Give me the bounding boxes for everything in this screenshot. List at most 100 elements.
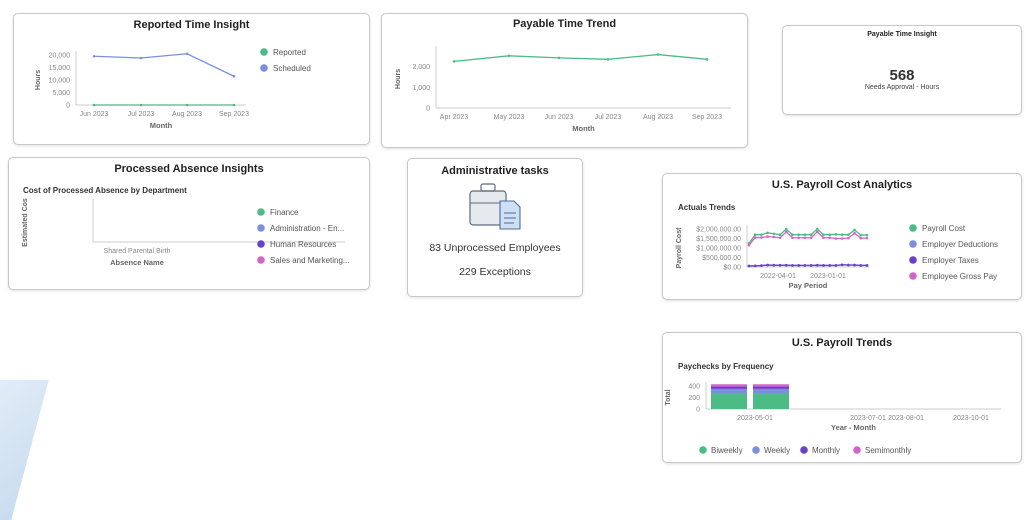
data-point <box>185 52 189 56</box>
legend-label: Biweekly <box>711 446 743 455</box>
data-point <box>753 264 757 268</box>
legend-label: Employer Deductions <box>922 240 998 249</box>
absence-card[interactable]: Processed Absence Insights Cost of Proce… <box>8 157 370 290</box>
y-tick-label: 20,000 <box>49 53 71 60</box>
y-tick-label: 400 <box>688 384 700 391</box>
data-point <box>853 231 856 235</box>
legend-label: Semimonthly <box>865 446 911 455</box>
data-point <box>452 60 456 63</box>
y-tick-label: $1,500,000.00 <box>696 236 741 243</box>
x-tick-label: Aug 2023 <box>172 111 202 118</box>
series-line <box>453 53 708 63</box>
data-point <box>865 233 869 237</box>
legend-label: Human Resources <box>270 240 336 249</box>
data-point <box>828 264 832 267</box>
data-point <box>705 58 709 61</box>
background-decoration <box>0 380 49 520</box>
data-point <box>834 264 838 267</box>
x-tick-label: 2023-07-01 <box>850 415 886 422</box>
bar-segment <box>711 393 747 409</box>
y-tick-label: 0 <box>426 106 430 113</box>
legend-label: Payroll Cost <box>922 224 966 233</box>
legend-marker <box>909 256 917 264</box>
legend-marker <box>257 208 265 216</box>
data-point <box>232 74 236 78</box>
x-tick-label: Jun 2023 <box>545 114 574 121</box>
data-point <box>507 54 511 58</box>
kpi-caption: Needs Approval - Hours <box>864 84 940 91</box>
legend-marker <box>257 240 265 248</box>
card-title: Reported Time Insight <box>133 19 250 31</box>
x-tick-label: 2023-08-01 <box>888 415 924 422</box>
exceptions-link[interactable]: 229 Exceptions <box>459 266 531 278</box>
data-point <box>822 264 825 267</box>
data-point <box>816 227 819 231</box>
data-point <box>92 54 96 58</box>
data-point <box>840 233 844 236</box>
legend-label: Scheduled <box>273 64 311 73</box>
payroll-trends-card[interactable]: U.S. Payroll Trends Paychecks by Frequen… <box>662 332 1022 463</box>
payable-kpi-card[interactable]: Payable Time Insight 568 Needs Approval … <box>782 25 1022 115</box>
data-point <box>747 264 751 268</box>
y-axis-label: Estimated Cos <box>22 198 29 247</box>
x-tick-label: Aug 2023 <box>643 114 673 121</box>
data-point <box>840 263 844 267</box>
payroll-cost-chart: $0.00 $500,000.00 $1,000,000.00 $1,500,000.… <box>676 224 998 290</box>
x-tick-label: Apr 2023 <box>440 114 469 121</box>
data-point <box>816 263 819 267</box>
data-point <box>797 236 800 240</box>
data-point <box>803 233 807 236</box>
payable-trend-chart: 0 1,000 2,000 Hours Month Apr 2023 May 2023 Jun… <box>395 46 731 133</box>
y-tick-label: 2,000 <box>412 64 430 71</box>
legend-marker <box>909 272 917 280</box>
data-point <box>557 56 561 60</box>
chart-subtitle: Paychecks by Frequency <box>678 362 774 371</box>
card-title: Payable Time Trend <box>512 18 617 30</box>
data-point <box>760 233 763 236</box>
data-point <box>828 233 832 236</box>
admin-tasks-card[interactable]: Administrative tasks 83 Unprocessed Empl… <box>407 158 583 297</box>
y-tick-label: 0 <box>66 103 70 110</box>
data-point <box>784 263 788 267</box>
data-point <box>834 233 838 236</box>
data-point <box>784 230 788 234</box>
data-point <box>822 236 825 240</box>
data-point <box>766 231 769 235</box>
legend-marker <box>699 446 707 454</box>
unprocessed-employees-link[interactable]: 83 Unprocessed Employees <box>429 242 561 254</box>
data-point <box>778 263 782 267</box>
reported-time-card[interactable]: Reported Time Insight 0 5,000 10,000 15,000… <box>13 13 370 145</box>
data-point <box>766 263 769 267</box>
y-tick-label: $2,000,000.00 <box>696 227 741 234</box>
payroll-cost-card[interactable]: U.S. Payroll Cost Analytics Actuals Tren… <box>662 173 1022 300</box>
data-point <box>859 236 863 240</box>
chart-subtitle: Cost of Processed Absence by Department <box>23 186 187 195</box>
data-point <box>232 103 236 107</box>
data-point <box>828 236 832 240</box>
bar-segment <box>753 388 789 394</box>
x-tick-label: Sep 2023 <box>692 114 722 121</box>
card-title: Processed Absence Insights <box>114 163 264 175</box>
paychecks-chart: 0 200 400 Total Year - Month 2023-05-01 2023-0… <box>665 382 1001 455</box>
data-point <box>784 227 788 231</box>
legend-marker <box>257 224 265 232</box>
bar-segment <box>753 384 789 387</box>
data-point <box>797 264 800 267</box>
data-point <box>606 58 610 61</box>
x-tick-label: 2023-01-01 <box>810 273 846 280</box>
reported-time-chart: 0 5,000 10,000 15,000 20,000 Hours Month Jun 20… <box>35 48 311 130</box>
x-axis-label: Pay Period <box>789 281 828 290</box>
data-point <box>847 236 850 240</box>
payable-trend-card[interactable]: Payable Time Trend 0 1,000 2,000 Hours Month… <box>381 13 748 148</box>
x-tick-label: 2022-04-01 <box>760 273 796 280</box>
data-point <box>822 233 825 236</box>
x-tick-label: Shared Parental Birth <box>104 248 171 255</box>
x-tick-label: 2023-10-01 <box>953 415 989 422</box>
y-tick-label: 1,000 <box>412 85 430 92</box>
legend-label: Employee Gross Pay <box>922 272 997 281</box>
data-point <box>791 233 794 236</box>
data-point <box>766 235 769 238</box>
absence-chart: Estimated Cos Absence Name Shared Parental… <box>22 198 350 267</box>
legend-marker <box>752 446 760 454</box>
bar-segment <box>753 393 789 409</box>
